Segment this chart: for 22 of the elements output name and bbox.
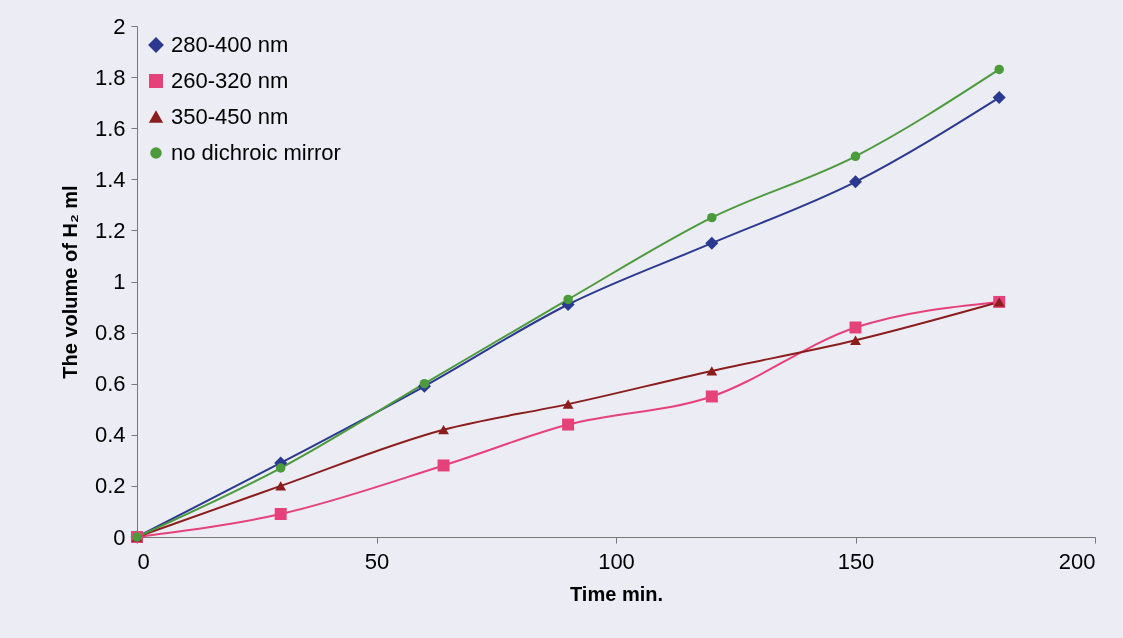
y-tick-label: 0.8 — [94, 320, 126, 346]
y-tick-label: 0.6 — [94, 371, 126, 397]
y-tick-label: 1.4 — [94, 166, 126, 192]
x-tick-label: 100 — [598, 548, 635, 574]
x-tick-label: 200 — [1058, 548, 1096, 574]
y-tick-label: 0.2 — [94, 473, 126, 499]
y-axis-title: The volume of H₂ ml — [58, 185, 81, 379]
y-tick-label: 1.6 — [94, 115, 126, 141]
y-tick-label: 1.8 — [94, 64, 126, 90]
x-tick-label: 150 — [837, 548, 875, 574]
x-tick-label: 50 — [364, 548, 390, 574]
y-tick-label: 2 — [113, 13, 126, 39]
legend-label: 260-320 nm — [171, 68, 289, 93]
x-tick-label: 0 — [137, 548, 150, 574]
legend-label: no dichroic mirror — [171, 140, 341, 165]
x-axis-title: Time min. — [570, 582, 663, 605]
y-tick-label: 1 — [113, 269, 126, 294]
y-tick-label: 0 — [113, 524, 126, 550]
y-tick-label: 1.2 — [94, 217, 126, 243]
legend-label: 280-400 nm — [171, 32, 289, 57]
y-tick-label: 0.4 — [94, 422, 126, 448]
legend-label: 350-450 nm — [171, 104, 289, 129]
